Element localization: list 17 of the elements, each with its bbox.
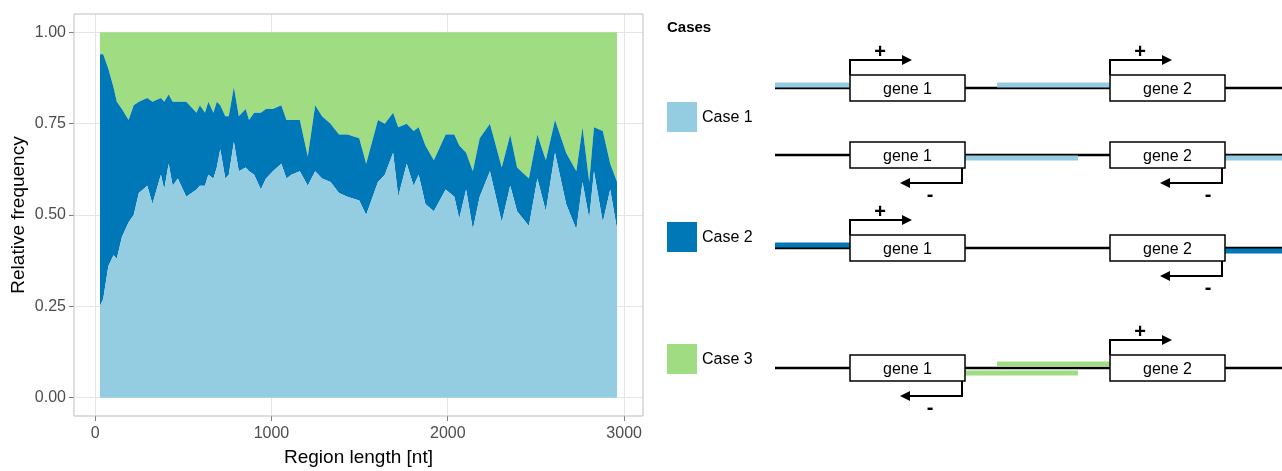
gene-diagram: + gene 1 gene 2 - [775,320,1282,418]
y-axis-title: Relative frequency [6,135,28,294]
legend-label: Case 3 [702,350,753,368]
y-tick-label: 0.50 [34,205,67,223]
legend-label: Case 2 [702,228,753,246]
x-axis-title: Region length [nt] [283,445,433,467]
y-tick-label: 0.25 [34,296,67,314]
x-tick-label: 3000 [606,424,643,442]
legend-label: Case 1 [702,108,753,126]
gene-diagram: + + gene 1 gene 2 [775,40,1282,102]
x-tick-label: 1000 [253,424,290,442]
x-tick-label: 2000 [429,424,466,442]
y-tick-label: 0.75 [34,114,67,132]
y-tick-label: 0.00 [34,388,67,406]
y-tick-label: 1.00 [34,22,67,40]
x-tick-label: 0 [90,424,100,442]
legend-title: Cases [667,18,712,35]
